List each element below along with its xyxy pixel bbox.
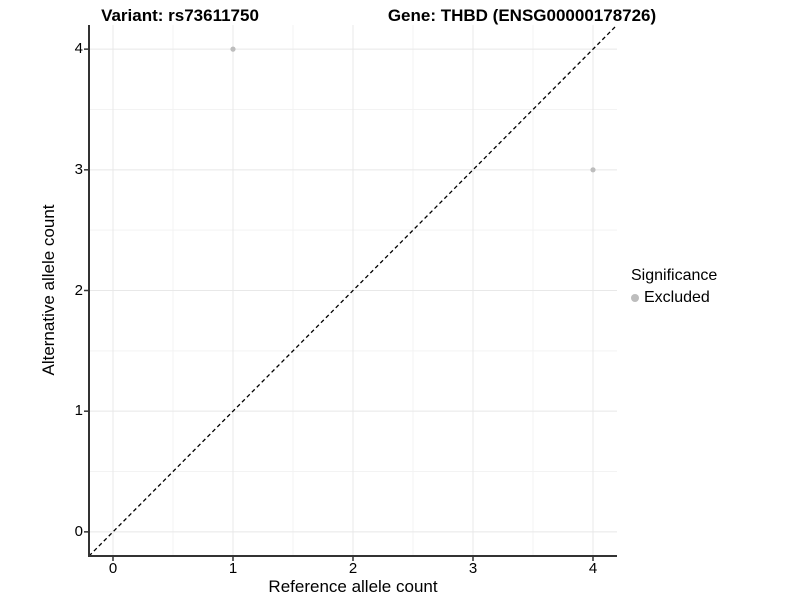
y-tick-label: 4	[74, 40, 83, 58]
data-point	[590, 167, 596, 173]
x-axis-title: Reference allele count	[268, 577, 438, 596]
legend-item-excluded: Excluded	[631, 289, 717, 307]
x-tick-label: 2	[348, 560, 358, 577]
y-axis-title: Alternative allele count	[39, 204, 58, 376]
y-tick-label: 2	[74, 281, 83, 299]
identity-dashed-line	[88, 24, 618, 557]
plot-title-gene: Gene: THBD (ENSG00000178726)	[387, 6, 657, 25]
x-tick-label: 4	[588, 560, 598, 577]
y-tick-label: 0	[74, 522, 83, 540]
x-tick-label: 1	[228, 560, 238, 577]
legend-title: Significance	[631, 267, 718, 284]
y-tick-label: 1	[74, 402, 83, 420]
x-tick-label: 0	[108, 560, 118, 577]
x-tick-label: 3	[468, 560, 478, 577]
legend: Significance Excluded	[631, 267, 717, 307]
y-tick-label: 3	[74, 160, 83, 178]
legend-item-label: Excluded	[644, 289, 710, 306]
data-point	[230, 46, 236, 52]
excluded-point-icon	[631, 294, 639, 302]
plot-title-variant: Variant: rs73611750	[101, 6, 259, 25]
